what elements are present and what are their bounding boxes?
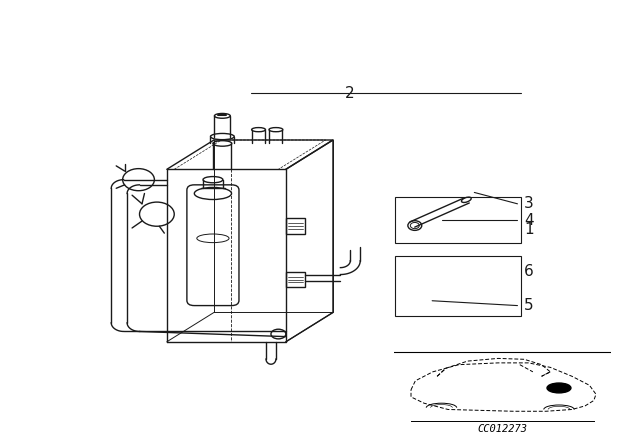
Text: 6: 6	[524, 264, 534, 279]
Text: 4: 4	[524, 212, 534, 228]
Bar	[395, 255, 522, 316]
Bar	[395, 197, 522, 244]
Text: 1: 1	[524, 222, 534, 237]
Text: 2: 2	[346, 86, 355, 101]
Text: 3: 3	[524, 196, 534, 211]
Bar	[286, 272, 305, 288]
Circle shape	[547, 383, 571, 393]
Text: 5: 5	[524, 298, 534, 313]
Bar	[286, 219, 305, 234]
Ellipse shape	[461, 197, 471, 202]
Text: CC012273: CC012273	[477, 424, 527, 434]
